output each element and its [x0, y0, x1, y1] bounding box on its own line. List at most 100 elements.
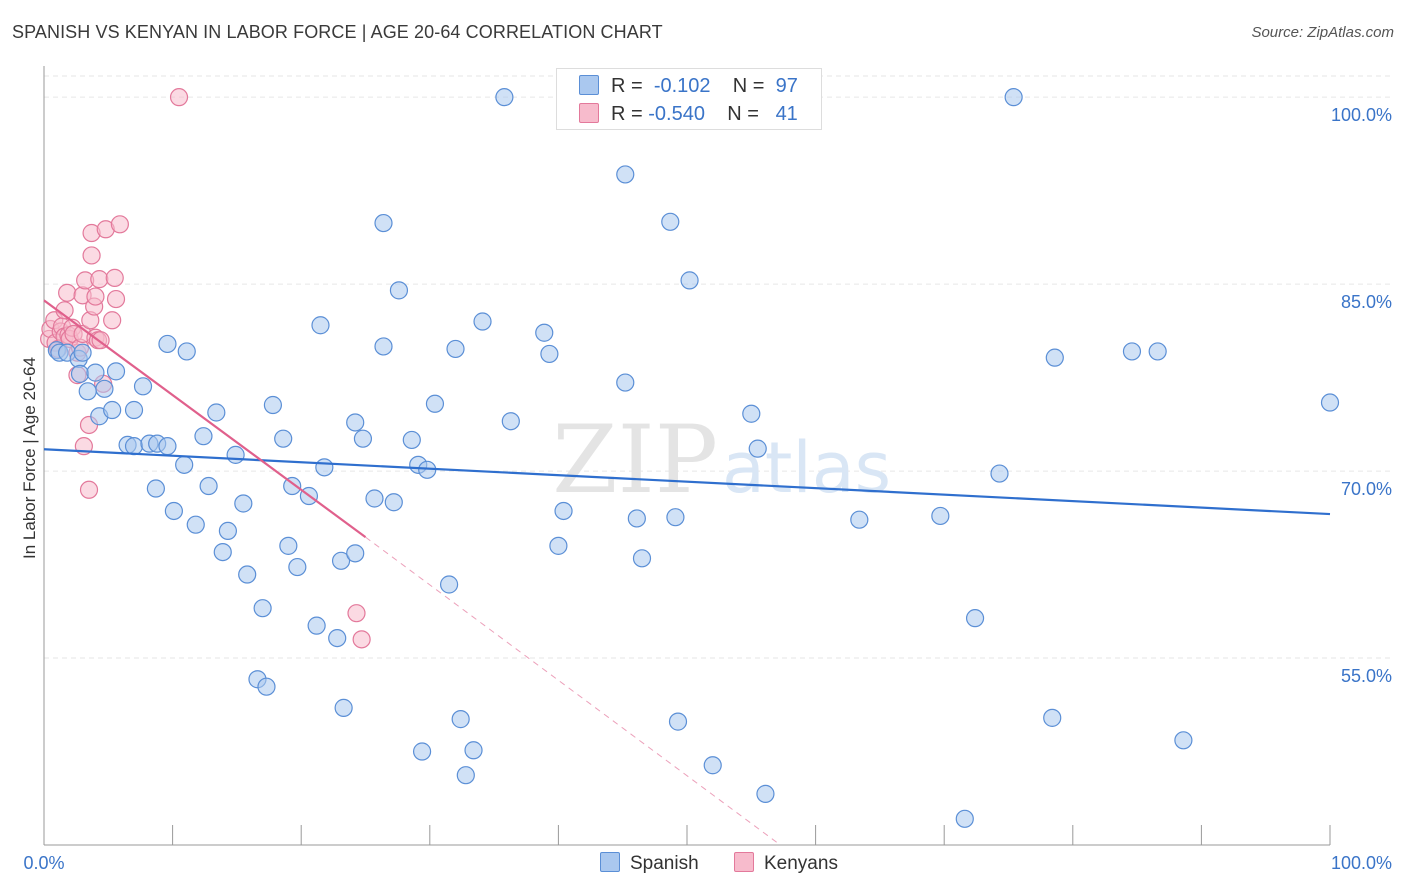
spanish-point [124, 400, 144, 420]
kenyan-point [82, 246, 101, 265]
spanish-point [1148, 342, 1167, 361]
spanish-point [1004, 88, 1023, 107]
spanish-point [257, 677, 276, 696]
bottom-legend-kenyans: Kenyans [734, 852, 838, 875]
spanish-point [95, 379, 114, 398]
x-tick-label: 100.0% [1331, 853, 1392, 873]
spanish-point [78, 382, 97, 401]
kenyan-trend-extension [365, 536, 778, 843]
spanish-point [283, 476, 302, 496]
spanish-point [311, 316, 330, 335]
spanish-point [86, 363, 105, 382]
legend-row-spanish: R = -0.102 N = 97 [579, 75, 798, 98]
spanish-point [473, 312, 492, 331]
spanish-point [213, 542, 232, 562]
n-label: N = [727, 103, 759, 125]
spanish-point [207, 403, 226, 422]
spanish-point [106, 362, 126, 381]
spanish-point [632, 549, 652, 568]
spanish-point [70, 364, 90, 383]
spanish-point [164, 501, 183, 521]
chart-title: SPANISH VS KENYAN IN LABOR FORCE | AGE 2… [12, 22, 663, 42]
stats-legend: R = -0.102 N = 97 R = -0.540 N = 41 [556, 68, 822, 130]
spanish-point [1043, 708, 1062, 727]
spanish-point [1045, 348, 1064, 367]
kenyans-r-value: -0.540 [648, 103, 705, 125]
spanish-point [666, 508, 685, 527]
spanish-point [425, 394, 445, 413]
spanish-point [1174, 731, 1193, 750]
watermark-atlas: atlas [722, 427, 891, 509]
kenyan-point [169, 88, 189, 107]
spanish-point [389, 281, 409, 300]
kenyan-point [110, 215, 129, 234]
spanish-trend-line [43, 448, 1331, 516]
watermark-zip: ZIP [552, 406, 718, 515]
spanish-point [199, 476, 218, 496]
r-label: R = [611, 103, 643, 125]
spanish-point [549, 536, 568, 555]
source-credit: Source: ZipAtlas.com [1251, 24, 1394, 41]
spanish-point [353, 429, 373, 448]
spanish-point [226, 445, 245, 464]
spanish-point [177, 342, 196, 361]
kenyans-swatch [579, 103, 599, 123]
spanish-point [133, 377, 153, 396]
spanish-point [263, 395, 283, 415]
spanish-points [47, 88, 1340, 828]
kenyans-points [40, 88, 371, 649]
y-tick-label: 55.0% [1341, 666, 1392, 686]
spanish-n-value: 97 [775, 75, 798, 97]
spanish-point [464, 741, 483, 760]
spanish-point [384, 493, 403, 512]
spanish-point [412, 742, 432, 761]
y-tick-label: 85.0% [1341, 292, 1392, 312]
axes [43, 66, 1331, 846]
kenyans-n-value: 41 [775, 103, 798, 125]
kenyan-point [352, 630, 371, 649]
spanish-point [158, 334, 177, 354]
spanish-point [616, 373, 635, 392]
spanish-point [616, 165, 635, 184]
spanish-point [748, 439, 767, 458]
kenyan-point [79, 480, 99, 499]
spanish-point [680, 271, 699, 290]
tick-labels: 55.0% 70.0% 85.0% 100.0% 0.0% 100.0% [23, 105, 1392, 873]
spanish-point [668, 712, 688, 731]
spanish-point [73, 343, 92, 362]
legend-row-kenyans: R = -0.540 N = 41 [579, 103, 798, 126]
kenyan-point [347, 604, 366, 623]
spanish-point [315, 458, 334, 477]
spanish-point [346, 544, 365, 563]
spanish-point [103, 400, 122, 420]
kenyan-point [86, 287, 105, 306]
spanish-point [288, 557, 307, 577]
spanish-point [965, 609, 985, 628]
kenyans-legend-label: Kenyans [764, 853, 838, 874]
y-tick-label: 70.0% [1341, 479, 1392, 499]
kenyan-point [103, 311, 122, 330]
spanish-point [850, 510, 869, 529]
spanish-point [331, 551, 351, 570]
spanish-point [365, 489, 384, 508]
kenyan-point [58, 283, 77, 302]
spanish-point [274, 429, 293, 448]
spanish-point [194, 427, 213, 446]
n-label: N = [732, 75, 765, 97]
spanish-swatch [579, 75, 599, 95]
spanish-point [540, 344, 559, 364]
spanish-point [158, 437, 177, 456]
spanish-point [495, 88, 514, 107]
trend-lines [43, 299, 1331, 843]
spanish-point [955, 809, 974, 828]
y-axis-label: In Labor Force | Age 20-64 [20, 357, 39, 559]
spanish-point [451, 710, 470, 729]
spanish-point [279, 536, 298, 555]
spanish-point [307, 616, 326, 635]
spanish-point [554, 501, 573, 521]
spanish-point [501, 412, 520, 431]
spanish-point [374, 213, 393, 233]
spanish-point [402, 430, 421, 450]
spanish-point [742, 404, 761, 423]
